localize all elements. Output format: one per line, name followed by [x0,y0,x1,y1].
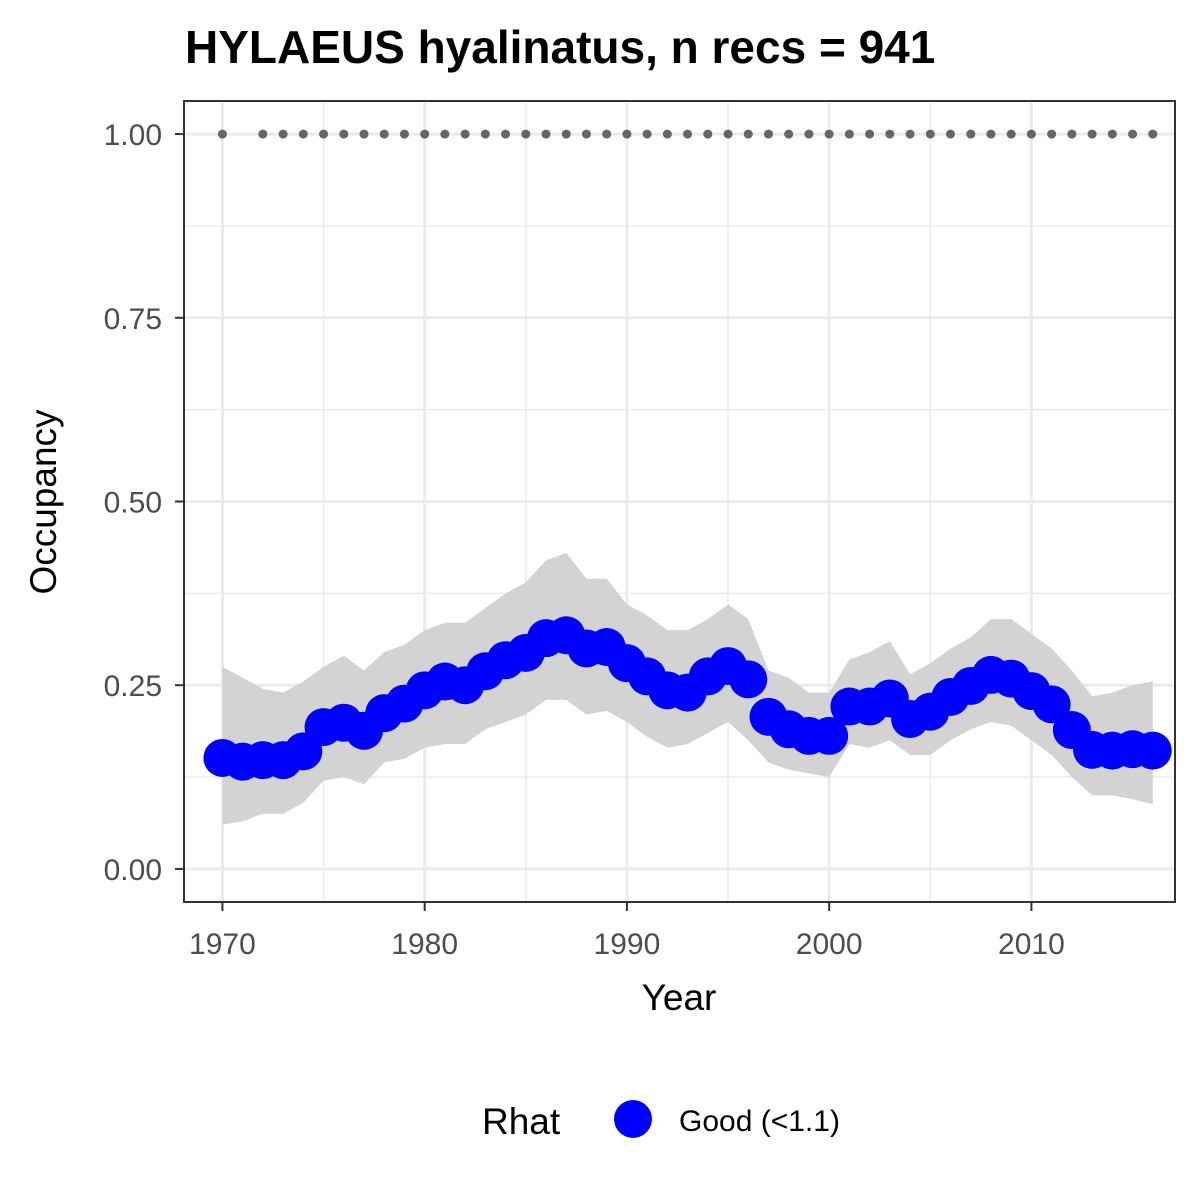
record-dot [703,129,713,139]
record-dot [1047,129,1057,139]
record-dot [541,129,551,139]
record-dot [1148,129,1158,139]
record-dot [865,129,875,139]
record-dot [723,129,733,139]
x-tick-label: 1990 [594,928,661,961]
record-dot [743,129,753,139]
record-dot [925,129,935,139]
record-dot [1087,129,1097,139]
record-dot [298,129,308,139]
y-tick-label: 0.75 [104,303,162,336]
record-dot [258,129,268,139]
record-dot [581,129,591,139]
record-dot [501,129,511,139]
record-dot [642,129,652,139]
x-tick-label: 1980 [391,928,458,961]
record-dot [561,129,571,139]
legend-label-good: Good (<1.1) [679,1105,840,1138]
record-dot [319,129,329,139]
record-dot [278,129,288,139]
record-dot [986,129,996,139]
record-dot [946,129,956,139]
record-dot [217,129,227,139]
record-dot [662,129,672,139]
record-dot [784,129,794,139]
record-dot [602,129,612,139]
x-tick-label: 1970 [189,928,256,961]
record-dot [480,129,490,139]
record-dot [622,129,632,139]
legend-title: Rhat [482,1101,561,1142]
record-dot [460,129,470,139]
record-dot [804,129,814,139]
record-dot [1107,129,1117,139]
legend-key-good [614,1100,652,1138]
y-tick-label: 0.25 [104,670,162,703]
occupancy-point [729,660,768,699]
record-dot [885,129,895,139]
record-dot [440,129,450,139]
occupancy-point [810,716,849,755]
x-tick-label: 2010 [998,928,1065,961]
y-tick-label: 1.00 [104,119,162,152]
record-dot [521,129,531,139]
record-dot [683,129,693,139]
axes: 1970 1980 1990 2000 2010 0.00 0.25 0.50 0.75 1.00 [104,119,1065,961]
record-dot [399,129,409,139]
chart-title: HYLAEUS hyalinatus, n recs = 941 [185,21,935,73]
occupancy-point [1032,685,1071,724]
record-dot [763,129,773,139]
record-dot [966,129,976,139]
record-dot [339,129,349,139]
x-tick-label: 2000 [796,928,863,961]
x-axis-title: Year [642,977,717,1018]
record-dot [1128,129,1138,139]
record-dot [359,129,369,139]
y-tick-label: 0.50 [104,487,162,520]
occupancy-point [1133,731,1172,770]
occupancy-points [203,616,1172,781]
record-dot [1006,129,1016,139]
record-dot [420,129,430,139]
y-axis-title: Occupancy [23,409,64,595]
record-dot [824,129,834,139]
record-dot [844,129,854,139]
legend: Rhat Good (<1.1) [482,1100,840,1142]
record-year-dots [217,129,1158,139]
record-dot [379,129,389,139]
record-dot [905,129,915,139]
y-tick-label: 0.00 [104,854,162,887]
record-dot [1026,129,1036,139]
record-dot [1067,129,1077,139]
